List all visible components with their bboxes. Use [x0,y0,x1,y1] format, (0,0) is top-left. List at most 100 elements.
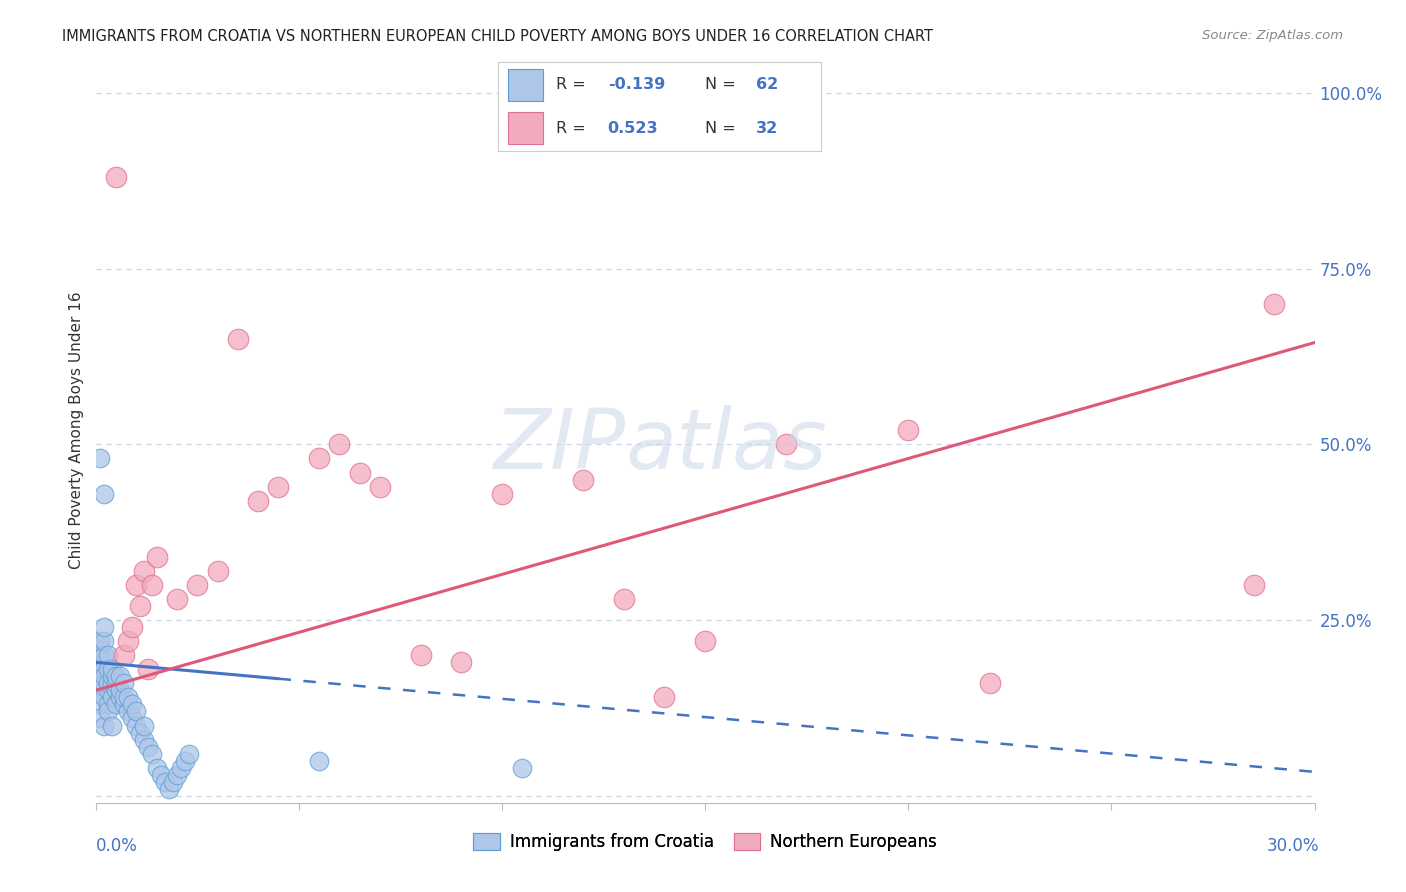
Point [129,599,152,613]
Point [897,423,920,437]
Point [93,634,115,648]
Point [174,754,197,768]
Point [104,698,127,712]
Point [108,683,131,698]
Point [112,698,135,712]
Point [108,669,131,683]
Point [104,170,127,185]
Point [308,754,330,768]
Point [134,718,156,732]
Point [101,669,124,683]
Point [153,774,176,789]
Point [134,732,156,747]
Point [125,718,148,732]
Point [117,705,139,719]
Point [117,690,139,705]
Point [121,698,143,712]
Point [93,690,115,705]
Point [89,669,111,683]
Point [149,767,172,781]
Point [101,676,124,690]
Point [450,655,472,669]
Point [328,437,350,451]
Point [108,690,131,705]
Point [104,669,127,683]
Point [112,676,135,690]
Point [368,480,391,494]
Point [349,466,371,480]
Point [170,761,193,775]
Point [97,683,120,698]
Point [93,648,115,663]
Point [97,705,120,719]
Point [166,767,188,781]
Point [117,634,139,648]
Point [157,781,180,796]
Text: Source: ZipAtlas.com: Source: ZipAtlas.com [1202,29,1343,43]
Point [226,332,249,346]
Point [89,683,111,698]
Point [97,698,120,712]
Point [112,690,135,705]
Point [308,451,330,466]
Point [89,655,111,669]
Point [93,662,115,676]
Text: IMMIGRANTS FROM CROATIA VS NORTHERN EUROPEAN CHILD POVERTY AMONG BOYS UNDER 16 C: IMMIGRANTS FROM CROATIA VS NORTHERN EURO… [62,29,932,45]
Text: 30.0%: 30.0% [1267,837,1319,855]
Point [89,641,111,656]
Point [1243,578,1265,592]
Point [572,473,595,487]
Point [613,592,636,607]
Legend: Immigrants from Croatia, Northern Europeans: Immigrants from Croatia, Northern Europe… [467,826,943,858]
Point [134,564,156,578]
Point [97,676,120,690]
Point [141,578,163,592]
Point [177,747,200,761]
Point [101,690,124,705]
Text: 0.0%: 0.0% [96,837,138,855]
Point [166,592,188,607]
Point [979,676,1001,690]
Text: ZIP: ZIP [494,405,626,486]
Point [247,493,270,508]
Point [129,725,152,739]
Point [491,486,513,500]
Point [104,683,127,698]
Point [1263,297,1285,311]
Point [89,648,111,663]
Point [186,578,208,592]
Point [138,739,160,754]
Point [89,451,111,466]
Point [695,634,717,648]
Point [125,705,148,719]
Point [93,669,115,683]
Point [775,437,797,451]
Point [89,711,111,725]
Point [121,620,143,634]
Point [145,761,167,775]
Point [654,690,676,705]
Point [267,480,290,494]
Point [141,747,163,761]
Point [93,676,115,690]
Point [409,648,432,663]
Point [89,698,111,712]
Point [145,549,167,564]
Point [101,718,124,732]
Point [121,711,143,725]
Point [93,718,115,732]
Point [93,620,115,634]
Point [97,648,120,663]
Point [162,774,184,789]
Point [89,634,111,648]
Point [97,662,120,676]
Point [125,578,148,592]
Point [104,676,127,690]
Text: atlas: atlas [626,405,828,486]
Point [89,662,111,676]
Point [101,662,124,676]
Point [138,662,160,676]
Point [112,648,135,663]
Point [207,564,229,578]
Point [510,761,533,775]
